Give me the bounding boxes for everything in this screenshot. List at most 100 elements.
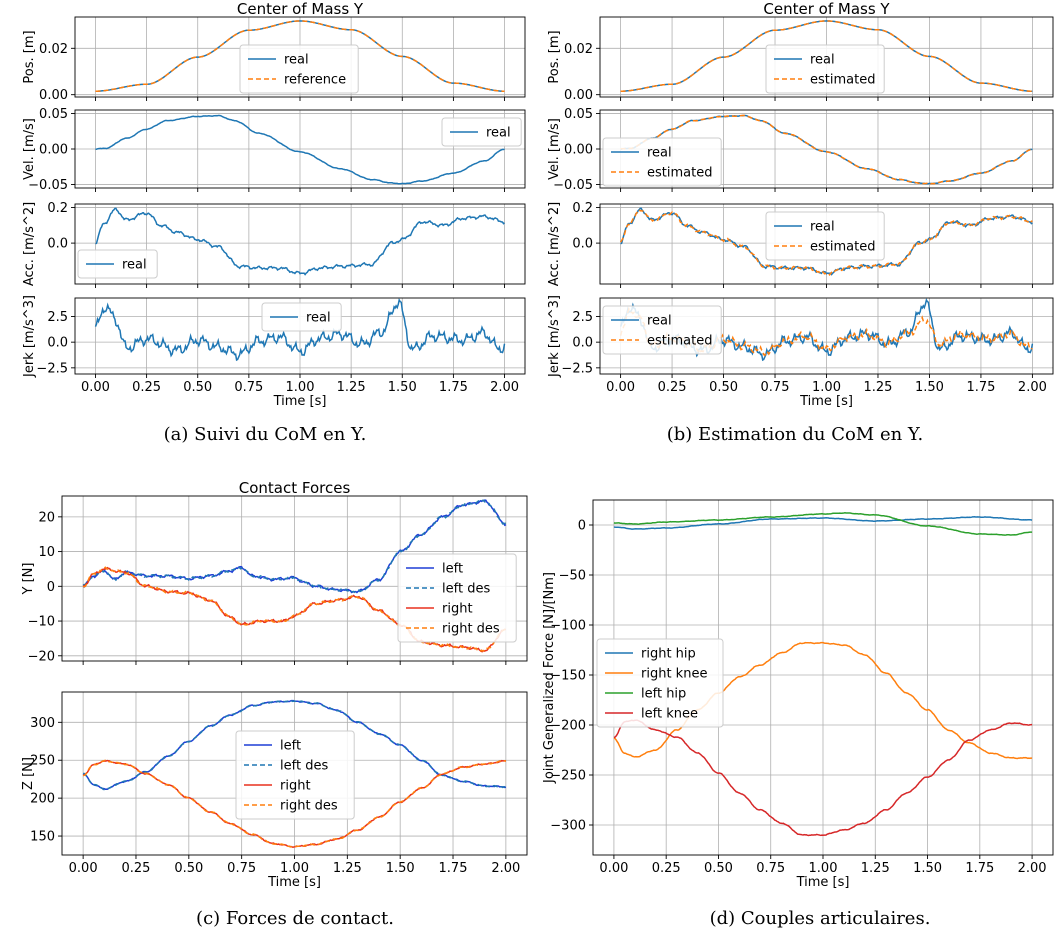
chart-title: Contact Forces [239,479,351,497]
x-tick-label: 1.00 [812,380,841,395]
legend-label: left knee [641,707,698,722]
legend-box [397,553,517,643]
y-tick-label: 200 [30,792,55,807]
x-tick-label: 0.25 [132,380,161,395]
legend-label: estimated [647,334,712,349]
y-tick-label: 0.02 [39,42,68,57]
legend-label: left [442,562,463,577]
legend-label: estimated [810,240,875,255]
legend-label: left des [442,582,490,597]
panel-a-acc: 0.0 0.2 Acc. [m/s^2] real [22,201,526,288]
panel-a-pos: 0.00 0.02 Center of Mass Y Pos. [m] real refe… [22,0,526,103]
series-line-left-des [83,699,507,791]
y-axis-label: Z [N] [21,757,36,790]
x-axis-label: Time [s] [267,875,321,890]
legend-box [602,137,722,187]
x-axis-label: Time [s] [796,875,850,890]
panel-b-acc: 0.0 0.2 Acc. [m/s^2] real estimated [547,201,1054,288]
legend-box [239,44,359,94]
legend-box [235,730,355,820]
x-tick-label: 0.75 [756,861,785,876]
y-axis-label: Y [N] [21,563,36,596]
x-tick-label: 1.25 [864,380,893,395]
legend-box [261,302,342,332]
y-tick-label: −50 [559,569,586,584]
series-line-right-des [82,759,507,848]
y-tick-label: 0.0 [572,237,593,252]
legend-label: estimated [810,73,875,88]
x-tick-label: 0.50 [174,861,203,876]
y-tick-label: 10 [38,545,55,560]
series-line-left-hip [613,512,1033,536]
y-tick-label: 0.0 [47,237,68,252]
x-tick-label: 0.75 [227,861,256,876]
x-tick-label: 1.25 [337,380,366,395]
panel-b-pos: 0.00 0.02 Center of Mass Y Pos. [m] real esti… [547,0,1054,103]
y-tick-label: 0.2 [47,201,68,216]
y-axis-label: Pos. [m] [547,30,562,83]
x-tick-label: 0.00 [606,380,635,395]
y-axis-label: Jerk [m/s^3] [547,295,562,378]
legend-box [77,249,158,279]
legend: left left des right right des [397,553,517,643]
x-tick-label: 2.00 [1018,861,1047,876]
x-tick-label: 0.00 [69,861,98,876]
x-tick-label: 1.75 [966,380,995,395]
legend-label: real [810,220,835,235]
legend-label: real [486,126,511,141]
series-line-real [94,298,506,362]
y-axis-label: Joint Generalized Force [N]/[Nm] [542,572,557,784]
series-line-right-hip [613,516,1033,530]
x-tick-label: 1.75 [439,861,468,876]
y-tick-label: 250 [30,754,55,769]
legend: left left des right right des [235,730,355,820]
legend-label: right [442,602,473,617]
x-tick-label: 0.50 [183,380,212,395]
x-tick-label: 0.00 [599,861,628,876]
legend: real estimated [602,137,722,187]
series-line-real [95,114,505,185]
x-tick-label: 1.00 [809,861,838,876]
y-tick-label: 0.00 [39,143,68,158]
y-tick-label: 20 [38,510,55,525]
x-tick-label: 2.00 [491,861,520,876]
y-tick-label: 0.0 [572,336,593,351]
legend-box [596,638,724,728]
x-tick-label: 0.50 [709,380,738,395]
legend: real [77,249,158,279]
series-line-real [620,20,1033,92]
legend: real estimated [765,44,885,94]
y-tick-label: −300 [550,819,586,834]
legend-label: real [122,258,147,273]
x-tick-label: 2.00 [490,380,519,395]
y-tick-label: 0.00 [564,88,593,103]
y-tick-label: 0.00 [39,88,68,103]
x-tick-label: 1.00 [280,861,309,876]
legend-label: right knee [641,667,707,682]
legend: real [261,302,342,332]
legend-label: left hip [641,687,686,702]
x-tick-label: 1.75 [965,861,994,876]
x-tick-label: 1.50 [386,861,415,876]
legend-box [602,305,722,355]
y-tick-label: 0.0 [47,336,68,351]
series-line-estimated [620,114,1033,185]
legend-label: real [647,314,672,329]
y-axis-label: Vel. [m/s] [547,118,562,180]
x-tick-label: 0.25 [658,380,687,395]
x-tick-label: 0.50 [704,861,733,876]
legend: right hip right knee left hip left knee [596,638,724,728]
x-tick-label: 1.25 [861,861,890,876]
legend-label: right des [280,799,338,814]
y-tick-label: 2.5 [572,310,593,325]
x-tick-label: 1.00 [286,380,315,395]
panel-b-jerk: −2.5 0.0 2.5 0.00 0.25 0.50 0.75 1.00 1.25 1.50 1.… [547,295,1054,409]
y-tick-label: 300 [30,716,55,731]
chart-title: Center of Mass Y [763,0,890,18]
y-tick-label: −20 [28,649,55,664]
panel-c-z: 150 200 250 300 0.00 0.25 0.50 0.75 1.00 1.25 1.50… [21,691,528,890]
y-tick-label: 0.00 [564,143,593,158]
y-axis-label: Acc. [m/s^2] [22,202,37,286]
x-tick-label: 1.50 [388,380,417,395]
